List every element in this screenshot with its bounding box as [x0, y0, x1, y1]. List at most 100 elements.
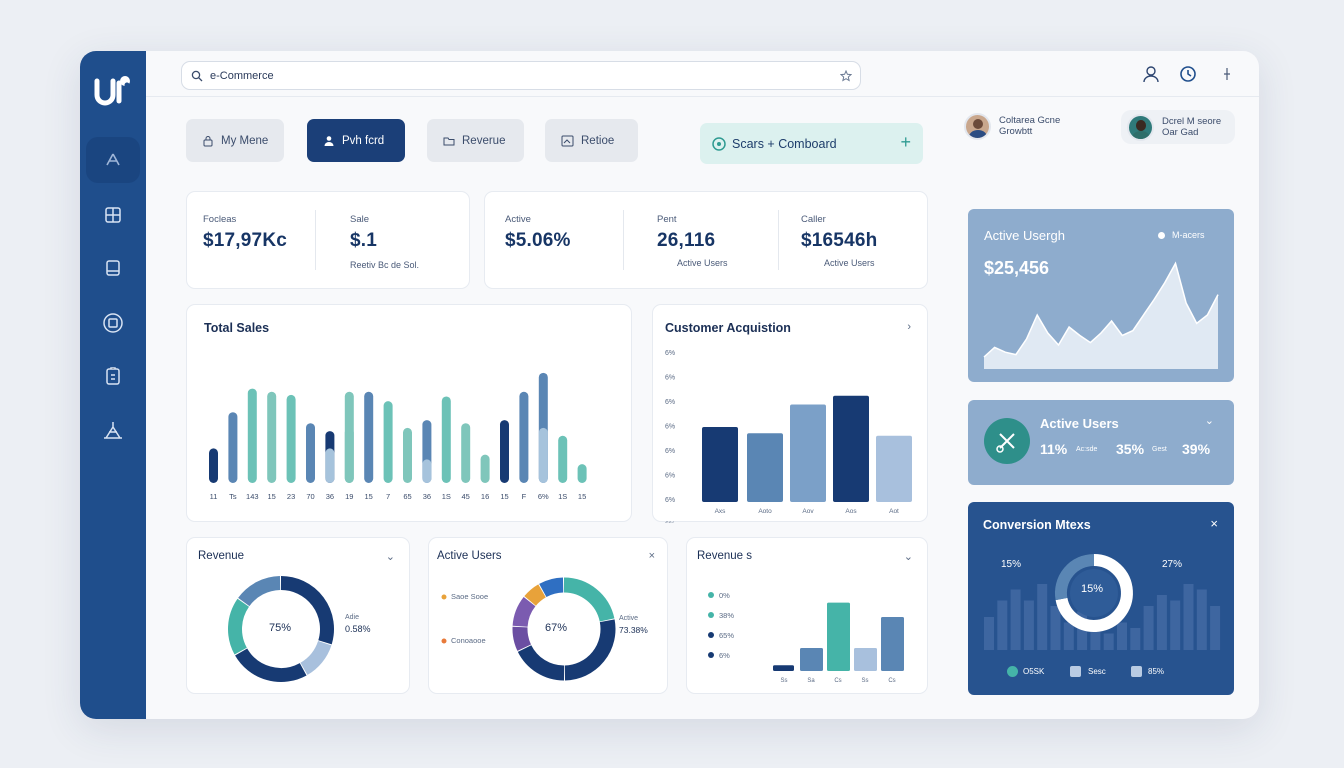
tick-label: 7: [386, 492, 390, 501]
donut-center: [1070, 569, 1118, 617]
kpi-value: 26,116: [657, 230, 716, 251]
y-tick-label: 6%: [665, 375, 675, 382]
nav-button-my-menu[interactable]: My Mene: [186, 119, 284, 162]
kpi-label: Caller: [801, 214, 826, 225]
legend-label: 85%: [1148, 667, 1165, 676]
customer-acquisition-card: Customer Acquistion › 6% 6% 6% 6% 6% 6% 6% 6% Ax…: [652, 304, 928, 523]
area-fill: [984, 263, 1218, 369]
chevron-down-icon[interactable]: ⌄: [903, 551, 913, 563]
nav-button-revenue[interactable]: Reverue: [427, 119, 524, 162]
close-icon[interactable]: ×: [1210, 516, 1218, 531]
tick-label: 6%: [538, 492, 549, 501]
card-title: Revenue s: [697, 550, 752, 562]
star-icon[interactable]: [840, 70, 852, 82]
active-users-panel: Active Users ⌄ 11% Ac:sde 35% Gest 39%: [968, 400, 1234, 485]
tick-label: Aov: [802, 508, 814, 515]
bar: [577, 464, 587, 483]
bar: [558, 435, 568, 483]
legend-dot: [708, 592, 714, 598]
user-role: Growbtt: [999, 126, 1033, 137]
search-bar[interactable]: [181, 61, 861, 90]
kpi-value: $17,97Kc: [203, 230, 288, 251]
kpi-label: Sale: [350, 214, 370, 225]
bar: [1023, 600, 1034, 650]
bar: [383, 401, 393, 483]
clock-icon[interactable]: [1179, 65, 1197, 83]
total-sales-card: Total Sales 11 Ts 143 15 23 70 36 19 15 7 65 36 1S 45…: [186, 304, 632, 522]
lock-icon: [203, 135, 213, 146]
kpi-divider: [778, 210, 779, 270]
revenue-s-card: Revenue s ⌄ Ss Sa Cs Ss Cs 0% 38% 65% 6%: [686, 537, 928, 694]
tick-label: Ss: [780, 678, 787, 684]
sidebar-item-tools[interactable]: [99, 416, 127, 444]
revenue-donut: [228, 576, 334, 682]
bar: [306, 423, 315, 483]
sidebar-item-home[interactable]: [86, 137, 140, 183]
chevron-down-icon[interactable]: ›: [907, 321, 911, 333]
tick-label: F: [522, 492, 527, 501]
y-tick-label: 6%: [665, 497, 675, 504]
donut-slice: [512, 596, 536, 628]
user-name: Coltarea Gcne: [999, 115, 1061, 126]
more-icon[interactable]: [1221, 65, 1233, 83]
nav-button-dashboard[interactable]: Pvh fcrd: [307, 119, 405, 162]
chevron-down-icon[interactable]: ⌄: [1204, 415, 1214, 427]
donut-slice: [1054, 553, 1095, 601]
donut-side-value: 0.58%: [345, 624, 371, 634]
close-icon[interactable]: ×: [648, 550, 655, 562]
user-role: Oar Gad: [1162, 127, 1199, 138]
active-users-card: Active Users × Saoe Sooe Conoaooe 67% Ac…: [428, 537, 668, 694]
sidebar-item-reports[interactable]: [99, 309, 127, 337]
bar: [422, 459, 432, 483]
bar: [228, 412, 238, 483]
bar: [1063, 622, 1074, 650]
chevron-down-icon[interactable]: ⌄: [385, 551, 395, 563]
user-icon[interactable]: [1142, 65, 1160, 83]
tick-label: 1S: [442, 492, 451, 501]
card-title: Active Users: [437, 550, 502, 562]
search-icon: [191, 70, 203, 82]
bar: [1103, 633, 1114, 650]
nav-button-retioe[interactable]: Retioe: [545, 119, 638, 162]
tick-label: 1S: [558, 492, 567, 501]
app-logo[interactable]: [94, 73, 132, 109]
y-tick-label: 6%: [665, 424, 675, 431]
metric-value: 39%: [1182, 441, 1211, 457]
bar: [1130, 628, 1141, 650]
donut-slice: [300, 640, 332, 675]
bar: [881, 617, 904, 671]
clipboard-icon: [106, 367, 120, 385]
user-card[interactable]: Dcrel M seore Oar Gad: [1121, 110, 1236, 144]
create-dashboard-button[interactable]: Scars + Comboard +: [700, 123, 923, 164]
legend-dot: [441, 594, 447, 600]
legend-dot: [441, 638, 447, 644]
kpi-card-active: Active $5.06% Pent 26,116 Active Users C…: [484, 191, 928, 289]
donut-slice: [235, 648, 307, 682]
bar: [1010, 589, 1021, 650]
y-tick-label: 6%: [665, 399, 675, 406]
sidebar-item-clipboard[interactable]: [99, 362, 127, 390]
user-name: Dcrel M seore: [1162, 116, 1222, 127]
tick-label: 19: [345, 492, 353, 501]
sidebar-item-grid[interactable]: [99, 201, 127, 229]
search-input[interactable]: [210, 67, 810, 85]
bar: [747, 433, 783, 502]
bar: [1077, 611, 1088, 650]
user-card[interactable]: Coltarea Gcne Growbtt: [964, 109, 1060, 143]
bar: [773, 665, 794, 671]
legend-label: M-acers: [1172, 230, 1205, 240]
bar: [702, 427, 738, 502]
tick-label: Sa: [807, 678, 815, 684]
person-icon: [106, 153, 120, 166]
kpi-sub: Active Users: [677, 258, 728, 268]
tick-label: 23: [287, 492, 295, 501]
legend-label: O5SK: [1023, 667, 1045, 676]
bar: [1183, 584, 1194, 650]
tick-label: 11: [210, 492, 218, 501]
nav-button-label: My Mene: [221, 134, 269, 147]
conversion-panel: Conversion Mtexs × 15% 27% 15% O5SK Sesc…: [968, 502, 1234, 695]
legend-dot: [708, 632, 714, 638]
active-usergh-panel: Active Usergh $25,456 M-acers: [968, 209, 1234, 382]
donut-slice: [517, 644, 565, 681]
sidebar-item-documents[interactable]: [99, 254, 127, 282]
